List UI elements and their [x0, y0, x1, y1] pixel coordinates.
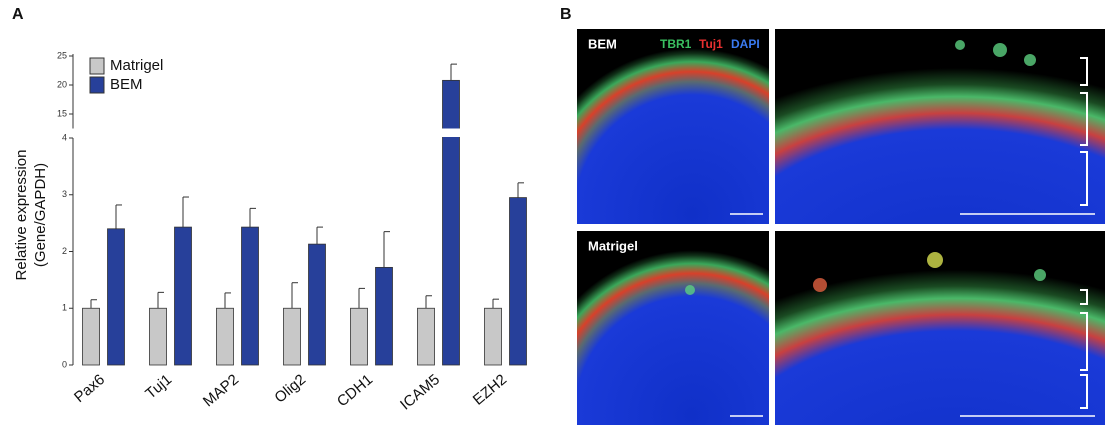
error-bar	[182, 196, 189, 228]
y-tick-label: 3	[62, 189, 67, 199]
error-bar	[249, 207, 256, 228]
y-axis-label: Relative expression	[13, 150, 30, 281]
x-tick-label: Tuj1	[142, 371, 175, 402]
error-bar	[425, 295, 432, 309]
image	[577, 231, 769, 425]
bar	[350, 307, 368, 366]
micrographs: BEM Matrigel TBR1 Tuj1 DAPI	[577, 29, 1105, 425]
bar	[174, 226, 192, 366]
y-tick-label: 0	[62, 359, 67, 369]
legend-label: Matrigel	[110, 57, 163, 74]
y-tick-label: 20	[57, 79, 67, 89]
y-axis-label: (Gene/GAPDH)	[32, 163, 49, 267]
bar	[107, 228, 125, 366]
axis-break	[373, 128, 573, 137]
x-tick-label: EZH2	[470, 371, 510, 409]
bar	[241, 226, 259, 366]
y-tick-label: 15	[57, 108, 67, 118]
error-bar	[316, 226, 323, 245]
error-bar	[517, 182, 524, 198]
bar	[417, 307, 435, 366]
x-tick-label: ICAM5	[397, 371, 443, 413]
bar	[283, 307, 301, 366]
error-bar	[115, 204, 122, 229]
panel-label: A	[12, 6, 24, 23]
image	[577, 29, 769, 224]
x-tick-label: MAP2	[200, 371, 242, 410]
bar	[442, 79, 460, 366]
legend-label: BEM	[110, 76, 143, 93]
bar	[509, 197, 527, 366]
x-tick-label: Olig2	[271, 371, 309, 407]
bar	[375, 266, 393, 366]
bar	[484, 307, 502, 366]
panel-label: B	[560, 6, 572, 23]
y-tick-label: 2	[62, 246, 67, 256]
error-bar	[90, 299, 97, 309]
stain-label: Tuj1	[699, 37, 723, 51]
image-label: BEM	[588, 36, 617, 51]
error-bar	[383, 231, 390, 268]
y-tick-label: 25	[57, 50, 67, 60]
image	[775, 29, 1105, 224]
bar	[82, 307, 100, 366]
legend-swatch	[89, 76, 105, 94]
x-tick-label: CDH1	[334, 371, 376, 410]
bar	[149, 307, 167, 366]
y-tick-label: 4	[62, 132, 67, 142]
image-label: Matrigel	[588, 238, 638, 253]
error-bar	[358, 287, 365, 309]
bar	[308, 243, 326, 366]
error-bar	[291, 282, 298, 309]
error-bar	[492, 298, 499, 309]
error-bar	[157, 291, 164, 309]
x-tick-label: Pax6	[71, 371, 108, 406]
legend-swatch	[89, 57, 105, 75]
error-bar	[450, 63, 457, 81]
error-bar	[224, 292, 231, 309]
bar	[216, 307, 234, 366]
stain-label: DAPI	[731, 37, 760, 51]
y-tick-label: 1	[62, 303, 67, 313]
stain-label: TBR1	[660, 37, 692, 51]
